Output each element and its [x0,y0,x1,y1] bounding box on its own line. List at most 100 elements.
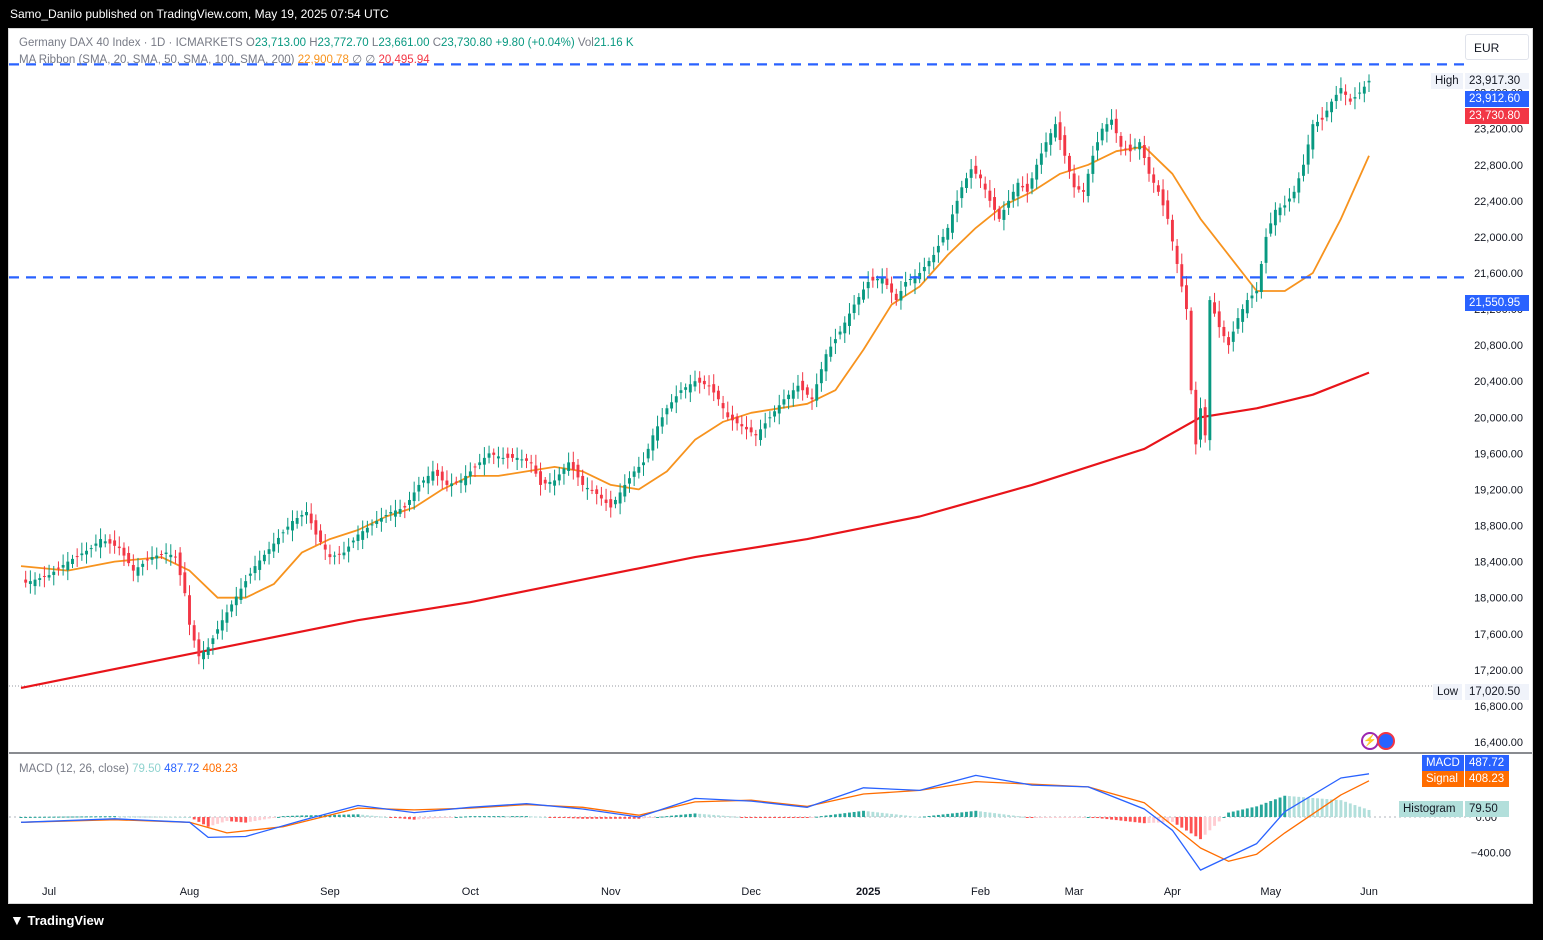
macd-histogram-bar [656,817,660,818]
candle-up [1273,209,1277,226]
candle-up [351,540,355,543]
macd-histogram-bar [819,816,823,818]
candle-up [99,539,103,548]
candle-down [473,466,477,468]
candle-up [398,508,402,514]
macd-histogram-bar [628,817,631,819]
candle-up [908,279,912,280]
candle-up [295,518,299,524]
macd-legend: MACD (12, 26, close) 79.50 487.72 408.23 [19,763,238,775]
candle-up [646,448,650,459]
macd-histogram-bar [735,816,739,818]
open-label: O [245,37,255,49]
candle-up [136,567,140,576]
candle-up [1002,209,1006,220]
candle-up [693,381,697,387]
macd-histogram-bar [384,817,388,818]
macd-histogram-bar [113,816,117,818]
candle-down [42,575,46,577]
currency-button[interactable]: EUR [1465,34,1529,60]
macd-histogram-bar [590,817,594,819]
candle-up [1241,309,1245,322]
close-label: C [432,37,441,49]
candle-up [927,260,931,267]
macd-histogram-bar [1180,817,1184,828]
candle-up [164,552,168,554]
macd-histogram-bar [529,816,533,818]
candle-up [632,471,636,477]
macd-histogram-bar [19,817,23,818]
candle-up [361,531,365,540]
candle-up [1283,205,1287,208]
candle-up [253,566,257,574]
symbol-name[interactable]: Germany DAX 40 Index · 1D · ICMARKETS [19,37,243,49]
candle-down [319,530,323,543]
candle-up [281,532,285,534]
candle-up [333,555,337,557]
macd-histogram-bar [61,816,65,818]
macd-histogram-bar [969,811,973,817]
macd-histogram-bar [244,817,248,823]
macd-histogram-bar [613,817,617,819]
chart-legend: Germany DAX 40 Index · 1D · ICMARKETS O 2… [19,35,634,69]
macd-histogram-bar [1227,812,1231,817]
candle-up [899,291,903,301]
macd-histogram-bar [328,814,332,817]
macd-histogram-bar [880,812,884,817]
candle-down [127,552,131,564]
macd-histogram-bar [950,813,954,817]
candle-up [408,499,411,505]
macd-histogram-bar [478,816,482,818]
candle-up [1044,142,1048,152]
candle-down [1156,185,1160,192]
candle-down [75,556,79,558]
candle-up [941,236,945,243]
candle-up [674,396,678,403]
macd-histogram-bar [1096,817,1099,819]
candle-up [960,187,964,199]
macd-histogram-bar [716,815,720,817]
candle-up [553,480,557,486]
macd-histogram-bar [599,817,603,819]
candle-down [337,553,341,555]
candle-down [122,547,126,556]
price-tick-label: 22,000.00 [1474,232,1523,244]
macd-tag-label: MACD [1422,755,1464,771]
chart-canvas[interactable]: 23,600.0023,200.0022,800.0022,400.0022,0… [9,29,1533,904]
candle-up [833,339,837,344]
candle-down [1114,118,1118,134]
macd-histogram-bar [206,817,210,827]
candle-down [183,572,187,594]
macd-histogram-bar [553,817,557,818]
signal-tag-value: 408.23 [1465,771,1509,787]
macd-histogram-bar [1217,817,1221,822]
macd-histogram-bar [1259,804,1263,817]
macd-histogram-bar [117,816,121,818]
candle-up [567,462,571,471]
candle-up [1367,80,1371,83]
candle-up [1362,86,1366,94]
macd-histogram-bar [496,816,500,818]
macd-histogram-bar [857,811,861,817]
footer-brand[interactable]: ▼ TradingView [10,912,104,928]
macd-histogram-bar [1100,817,1104,819]
candle-up [1105,124,1109,132]
time-tick-label: Nov [601,886,621,898]
macd-histogram-bar [936,814,940,817]
price-tick-label: 18,400.00 [1474,557,1523,569]
high-value: 23,772.70 [317,37,369,49]
globe-icon[interactable] [1377,732,1395,750]
macd-title[interactable]: MACD (12, 26, close) [19,763,129,775]
macd-histogram-bar [253,817,257,821]
ma-ribbon-title[interactable]: MA Ribbon (SMA, 20, SMA, 50, SMA, 100, S… [19,54,295,66]
candle-up [47,575,51,578]
macd-histogram-bar [567,817,571,819]
candle-up [950,214,954,233]
macd-histogram-bar [520,816,524,818]
candle-down [117,546,121,549]
macd-histogram-bar [1236,810,1240,817]
candle-up [656,426,660,441]
candle-up [880,277,884,284]
macd-histogram-bar [1044,817,1048,818]
candle-down [1194,389,1198,445]
